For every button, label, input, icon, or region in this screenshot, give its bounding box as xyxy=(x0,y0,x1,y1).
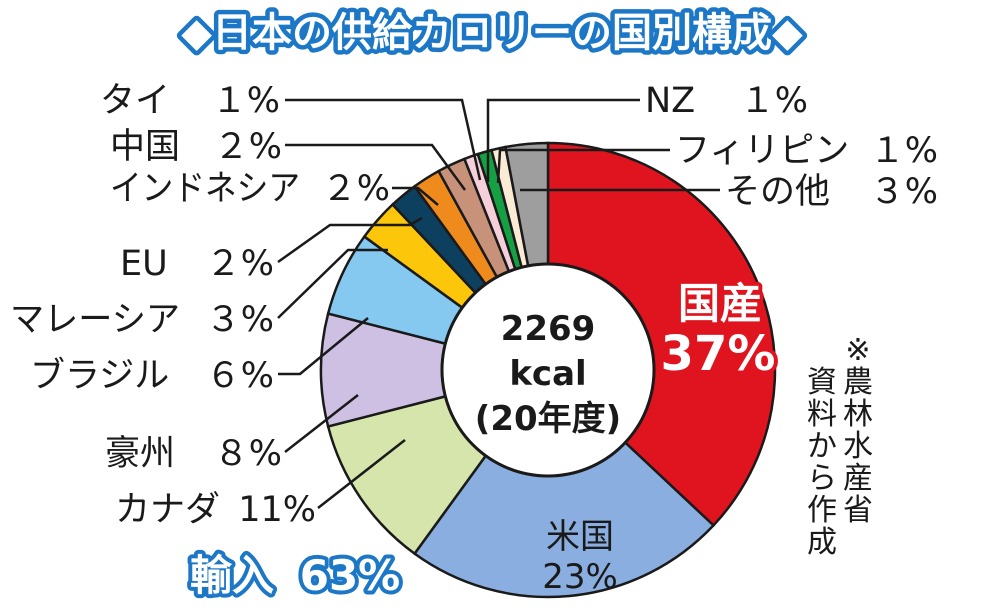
source-note-char-b-4: 作 xyxy=(807,493,837,528)
label-china-name: 中国 xyxy=(110,127,180,167)
label-indonesia-value: ２% xyxy=(322,169,390,209)
label-thai-value: １% xyxy=(212,81,280,121)
label-australia-value: ８% xyxy=(214,434,282,474)
leader-australia xyxy=(284,394,359,453)
label-china-value: ２% xyxy=(214,127,282,167)
import-label: 輸入 xyxy=(190,551,274,600)
label-brazil: ブラジル ６% xyxy=(30,356,274,396)
leader-brazil xyxy=(278,317,369,376)
leader-philippines xyxy=(496,148,670,184)
label-brazil-value: ６% xyxy=(206,356,274,396)
source-note-char-b-5: 成 xyxy=(807,525,837,560)
usa-label: 米国 xyxy=(546,517,614,557)
label-nz: NZ １% xyxy=(645,81,808,121)
label-others: その他 ３% xyxy=(725,172,938,212)
leader-canada xyxy=(317,439,406,509)
label-eu-value: ２% xyxy=(206,244,274,284)
label-philippines-name: フィリピン xyxy=(675,131,849,171)
label-thai-name: タイ xyxy=(100,81,170,121)
source-note-char-b-3: ら xyxy=(807,461,837,496)
label-indonesia: インドネシア ２% xyxy=(110,169,390,209)
label-australia-name: 豪州 xyxy=(105,434,175,474)
domestic-label: 国産 xyxy=(678,279,762,328)
label-indonesia-name: インドネシア xyxy=(110,169,300,209)
label-malaysia-name: マレーシア xyxy=(10,300,180,340)
domestic-value: 37% xyxy=(661,326,776,382)
label-canada-name: カナダ xyxy=(115,490,220,530)
label-eu-name: EU xyxy=(120,244,168,284)
source-note-char-a-3: 水 xyxy=(843,429,873,464)
leader-eu xyxy=(277,216,423,264)
label-malaysia: マレーシア ３% xyxy=(10,300,274,340)
label-others-value: ３% xyxy=(870,172,938,212)
label-philippines: フィリピン １% xyxy=(675,131,938,171)
source-note-char-a-0: ※ xyxy=(845,333,870,368)
total-unit: kcal xyxy=(509,354,586,394)
center-circle xyxy=(440,262,656,478)
source-note-char-b-2: か xyxy=(807,429,837,464)
leader-nz xyxy=(486,98,640,182)
source-note-char-b-1: 料 xyxy=(807,397,837,432)
label-thai: タイ １% xyxy=(100,81,280,121)
domestic-callout: 国産 37% xyxy=(657,275,780,386)
source-note-char-a-5: 省 xyxy=(843,493,873,528)
label-china: 中国 ２% xyxy=(110,127,282,167)
label-others-name: その他 xyxy=(725,172,830,212)
source-note-char-a-2: 林 xyxy=(843,397,873,432)
leader-china xyxy=(285,143,467,191)
label-nz-value: １% xyxy=(740,81,808,121)
label-brazil-name: ブラジル xyxy=(30,356,169,396)
leader-malaysia xyxy=(277,248,388,319)
source-note-char-b-0: 資 xyxy=(807,365,837,400)
label-nz-name: NZ xyxy=(645,81,695,121)
leader-indonesia xyxy=(392,186,439,206)
label-eu: EU ２% xyxy=(120,244,274,284)
import-value: 63% xyxy=(300,551,401,600)
chart-title: ◆日本の供給カロリーの国別構成◆ xyxy=(181,10,803,56)
total-value: 2269 xyxy=(501,309,596,349)
leader-lines xyxy=(277,98,720,509)
label-malaysia-value: ３% xyxy=(206,300,274,340)
source-note-char-a-1: 農 xyxy=(843,365,873,400)
usa-value: 23% xyxy=(542,557,618,597)
label-canada-value: 11% xyxy=(238,490,316,530)
total-year: (20年度) xyxy=(475,399,621,439)
source-note-char-a-4: 産 xyxy=(843,461,873,496)
label-australia: 豪州 ８% xyxy=(105,434,282,474)
label-canada: カナダ 11% xyxy=(115,490,316,530)
label-philippines-value: １% xyxy=(870,131,938,171)
leader-thai xyxy=(285,98,482,181)
usa-callout: 米国 23% xyxy=(542,517,618,597)
import-callout: 輸入 63% xyxy=(186,547,404,604)
